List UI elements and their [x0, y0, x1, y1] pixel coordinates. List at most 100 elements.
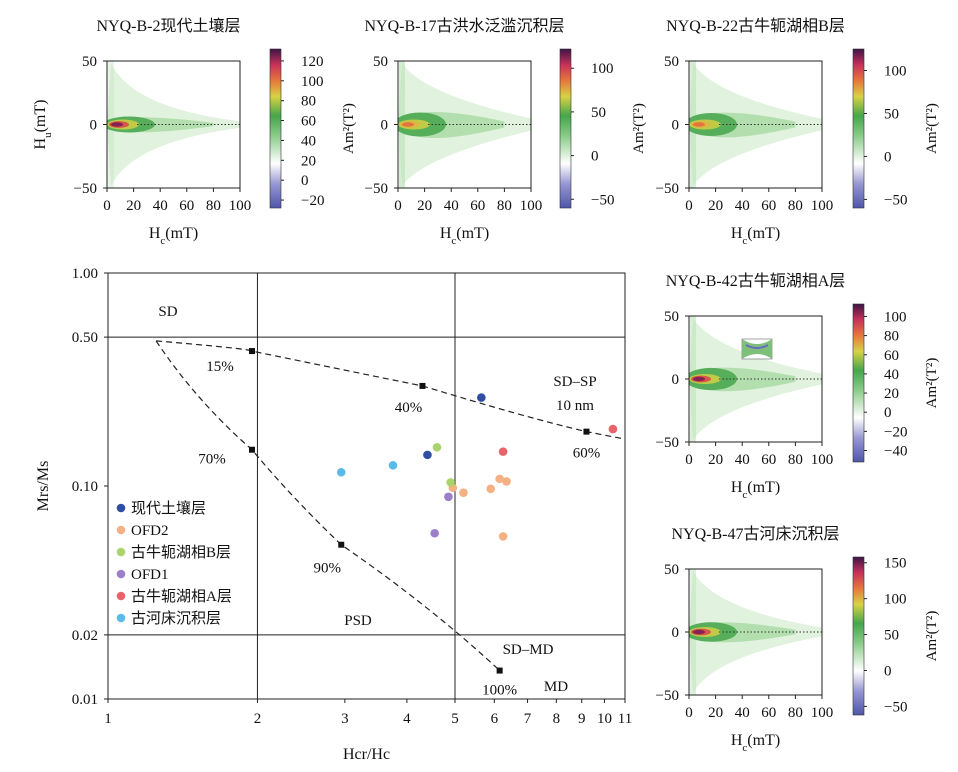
y-tick-label: 0.10: [72, 479, 98, 495]
y-tick-label: 50: [664, 562, 679, 578]
legend-marker: [116, 591, 126, 601]
colorbar-tick-label: −50: [884, 192, 907, 208]
x-tick-label: 80: [788, 705, 803, 721]
x-tick-label: 1: [104, 711, 112, 727]
mixing-marker: [248, 348, 255, 355]
x-label-sub: c: [742, 489, 747, 501]
colorbar-tick-label: 60: [884, 348, 899, 364]
y-axis-label: Hu(mT): [32, 100, 54, 150]
y-tick-label: 0.02: [72, 628, 98, 644]
colorbar-tick-label: −50: [884, 699, 907, 715]
x-tick-label: 60: [761, 705, 776, 721]
colorbar-tick-label: 100: [884, 63, 907, 79]
mixing-marker: [583, 428, 590, 435]
x-tick-label: 20: [708, 452, 723, 468]
y-tick-label: 50: [82, 54, 97, 70]
region-label: PSD: [344, 613, 372, 629]
mixing-percent-label: 100%: [482, 683, 517, 699]
colorbar-tick-label: −20: [301, 193, 324, 209]
legend-marker: [116, 503, 126, 513]
colorbar-tick-label: 50: [591, 105, 606, 121]
x-tick-label: 20: [708, 705, 723, 721]
data-point: [477, 393, 486, 402]
y-label-main: H: [32, 137, 49, 149]
y-tick-label: −50: [74, 181, 97, 197]
legend-label: OFD1: [131, 567, 169, 583]
mixing-percent-label: 60%: [573, 446, 601, 462]
forc-core: [693, 122, 705, 127]
colorbar-tick-label: −50: [591, 192, 614, 208]
y-tick-label: 50: [664, 54, 679, 70]
colorbar-label: Am²(T²): [924, 103, 940, 154]
legend-marker: [116, 569, 126, 579]
y-tick-label: 0: [381, 118, 389, 134]
colorbar-tick-label: 80: [301, 94, 316, 110]
x-tick-label: 100: [811, 705, 834, 721]
colorbar-tick-label: 20: [301, 153, 316, 169]
legend-label: 古牛轭湖相A层: [131, 588, 232, 605]
x-tick-label: 0: [685, 705, 693, 721]
panel-title: NYQ-B-47古河床沉积层: [672, 525, 840, 543]
y-label-sub: u: [42, 132, 54, 138]
colorbar-tick-label: 100: [884, 309, 907, 325]
x-tick-label: 40: [153, 198, 168, 214]
x-tick-label: 20: [708, 198, 723, 214]
colorbar-tick-label: 60: [301, 114, 316, 130]
legend-marker: [116, 613, 126, 623]
forc-core: [693, 629, 705, 635]
x-tick-label: 60: [470, 198, 485, 214]
x-tick-label: 0: [103, 198, 111, 214]
forc-heatmap: [398, 61, 531, 188]
colorbar-tick-label: 0: [591, 149, 599, 165]
colorbar-tick-label: 100: [884, 592, 907, 608]
x-tick-label: 0: [685, 452, 693, 468]
colorbar-tick-label: −20: [884, 424, 907, 440]
colorbar-tick-label: 120: [301, 54, 324, 70]
colorbar-label: Am²(T²): [631, 103, 647, 154]
y-tick-label: 0.01: [72, 692, 98, 708]
colorbar: [269, 48, 282, 209]
x-tick-label: 100: [811, 198, 834, 214]
colorbar-tick-label: 80: [884, 329, 899, 345]
y-axis-label: Mrs/Ms: [35, 461, 52, 512]
x-axis-label: Hc(mT): [149, 225, 198, 247]
inset-curve: [745, 344, 769, 349]
y-tick-label: −50: [365, 181, 388, 197]
x-label-unit: (mT): [456, 225, 489, 242]
x-label-main: H: [440, 225, 452, 242]
forc-core: [402, 122, 414, 127]
forc-heatmap: [689, 61, 822, 188]
x-label-sub: c: [451, 235, 456, 247]
y-tick-label: 50: [373, 54, 388, 70]
data-point: [336, 467, 346, 477]
data-point: [495, 474, 504, 484]
x-tick-label: 20: [417, 198, 432, 214]
x-tick-label: 8: [553, 711, 561, 727]
forc-core: [693, 376, 705, 382]
x-tick-label: 40: [735, 705, 750, 721]
region-label: SD–SP: [553, 374, 596, 390]
x-tick-label: 60: [761, 452, 776, 468]
y-label-unit: (mT): [32, 100, 49, 133]
data-point: [388, 461, 398, 470]
x-tick-label: 40: [735, 452, 750, 468]
forc-heatmap: [107, 61, 240, 188]
x-label-sub: c: [160, 235, 165, 247]
panel-title: NYQ-B-2现代土壤层: [97, 16, 241, 35]
mixing-percent-label: 40%: [395, 400, 423, 416]
mixing-percent-label: 70%: [198, 452, 226, 468]
x-tick-label: 60: [761, 198, 776, 214]
x-axis-label: Hc(mT): [731, 479, 780, 501]
region-label: SD: [158, 304, 177, 320]
forc-panel: NYQ-B-17古洪水泛滥沉积层 50 0 −50 0 20 40 60 80 100 Hc(mT)…: [365, 17, 648, 247]
colorbar-tick-label: 50: [884, 628, 899, 644]
mixing-marker: [248, 446, 255, 453]
y-tick-label: 0: [672, 625, 680, 641]
forc-panel: NYQ-B-42古牛轭湖相A层 50 0 −50 0 20 40 60 80 100 Hc(mT) 1…: [656, 272, 940, 501]
x-tick-label: 0: [685, 198, 693, 214]
legend-marker: [116, 547, 126, 557]
colorbar-tick-label: 0: [884, 405, 892, 421]
